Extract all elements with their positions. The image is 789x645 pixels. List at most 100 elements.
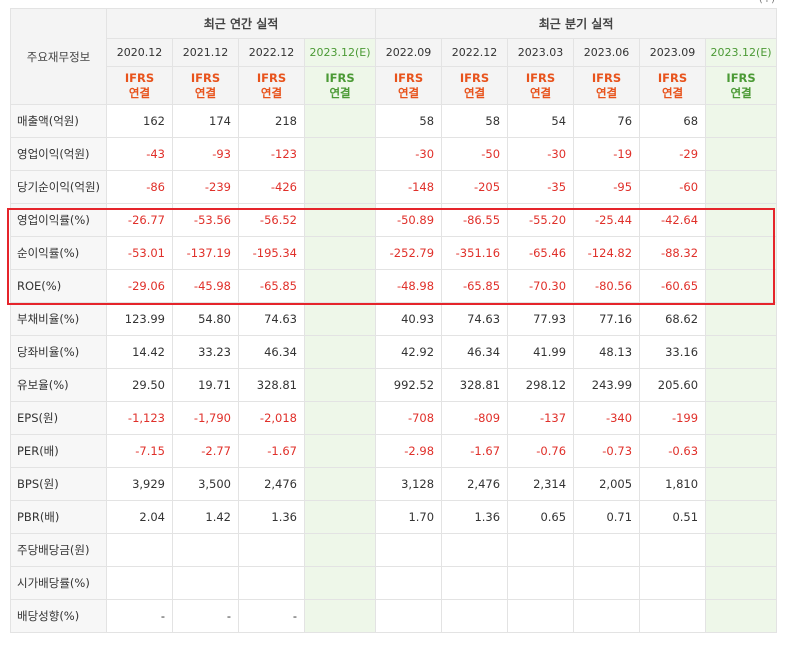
table-cell: 328.81 — [441, 368, 509, 402]
table-cell — [705, 137, 778, 171]
table-cell: -1,790 — [172, 401, 239, 435]
table-cell — [507, 533, 575, 567]
table-cell: 2,005 — [573, 467, 641, 501]
row-label: 주당배당금(원) — [10, 533, 107, 567]
table-cell: -2,018 — [238, 401, 305, 435]
table-cell: -65.85 — [441, 269, 509, 303]
table-cell: -60.65 — [639, 269, 707, 303]
table-cell: 58 — [375, 104, 443, 138]
table-cell — [303, 566, 377, 600]
table-cell: 3,929 — [106, 467, 173, 501]
accounting-basis-cell: IFRS 연결 — [172, 66, 239, 105]
table-cell — [441, 533, 509, 567]
table-cell — [303, 236, 377, 270]
table-cell: -53.01 — [106, 236, 173, 270]
consolidated-label: 연결 — [595, 85, 618, 100]
period-header: 2022.12 — [441, 38, 509, 67]
table-cell: 243.99 — [573, 368, 641, 402]
table-cell: -65.85 — [238, 269, 305, 303]
table-cell: -1,123 — [106, 401, 173, 435]
table-cell: -93 — [172, 137, 239, 171]
table-cell — [705, 236, 778, 270]
table-cell: 2,314 — [507, 467, 575, 501]
row-label: PER(배) — [10, 434, 107, 468]
ifrs-label: IFRS — [256, 70, 287, 85]
table-row: ROE(%) -29.06 -45.98 -65.85 -48.98 -65.85 -70.… — [10, 269, 778, 303]
row-label: 순이익률(%) — [10, 236, 107, 270]
table-cell — [303, 434, 377, 468]
table-cell: -123 — [238, 137, 305, 171]
consolidated-label: 연결 — [661, 85, 684, 100]
table-cell: -2.98 — [375, 434, 443, 468]
table-cell: 174 — [172, 104, 239, 138]
table-cell — [705, 203, 778, 237]
row-label: 당기순이익(억원) — [10, 170, 107, 204]
accounting-basis-cell: IFRS 연결 — [106, 66, 173, 105]
table-row: 당기순이익(억원) -86 -239 -426 -148 -205 -35 -95 -60 — [10, 170, 778, 204]
ifrs-label: IFRS — [459, 70, 490, 85]
ifrs-label: IFRS — [525, 70, 556, 85]
table-cell: -48.98 — [375, 269, 443, 303]
table-cell — [705, 566, 778, 600]
table-cell — [507, 599, 575, 633]
period-header: 2023.03 — [507, 38, 575, 67]
table-cell — [705, 368, 778, 402]
table-cell — [238, 566, 305, 600]
table-cell — [303, 335, 377, 369]
table-cell: -50 — [441, 137, 509, 171]
table-cell — [303, 533, 377, 567]
table-cell: -53.56 — [172, 203, 239, 237]
annual-results-header: 최근 연간 실적 — [105, 8, 377, 39]
table-cell: 74.63 — [238, 302, 305, 336]
table-cell: -239 — [172, 170, 239, 204]
table-cell: 0.51 — [639, 500, 707, 534]
table-cell: 0.65 — [507, 500, 575, 534]
table-cell: -0.63 — [639, 434, 707, 468]
table-cell: - — [106, 599, 173, 633]
table-body: 매출액(억원) 162 174 218 58 58 54 76 68 영업이익(억원) -43 -93… — [10, 104, 778, 633]
table-cell: -195.34 — [238, 236, 305, 270]
ifrs-label: IFRS — [591, 70, 622, 85]
table-row: PER(배) -7.15 -2.77 -1.67 -2.98 -1.67 -0.76 -0.7… — [10, 434, 778, 468]
table-cell: 1.42 — [172, 500, 239, 534]
table-cell: -86.55 — [441, 203, 509, 237]
table-cell: -30 — [375, 137, 443, 171]
table-row: PBR(배) 2.04 1.42 1.36 1.70 1.36 0.65 0.71 0.51 — [10, 500, 778, 534]
consolidated-label: 연결 — [529, 85, 552, 100]
table-cell: -1.67 — [441, 434, 509, 468]
table-cell: 46.34 — [238, 335, 305, 369]
table-cell: -351.16 — [441, 236, 509, 270]
row-label: 배당성향(%) — [10, 599, 107, 633]
table-cell — [303, 269, 377, 303]
consolidated-label: 연결 — [194, 85, 217, 100]
period-header: 2021.12 — [172, 38, 239, 67]
table-cell: 68 — [639, 104, 707, 138]
table-cell: 3,500 — [172, 467, 239, 501]
table-cell: -124.82 — [573, 236, 641, 270]
table-cell: 1.36 — [238, 500, 305, 534]
period-header: 2022.09 — [375, 38, 443, 67]
table-cell — [639, 599, 707, 633]
table-cell: 54.80 — [172, 302, 239, 336]
accounting-basis-cell: IFRS 연결 — [705, 66, 778, 105]
table-cell — [573, 599, 641, 633]
table-cell: 1,810 — [639, 467, 707, 501]
table-cell: 41.99 — [507, 335, 575, 369]
table-cell: -95 — [573, 170, 641, 204]
table-cell: -88.32 — [639, 236, 707, 270]
table-row: 순이익률(%) -53.01 -137.19 -195.34 -252.79 -351.1… — [10, 236, 778, 270]
table-cell — [705, 170, 778, 204]
row-label: BPS(원) — [10, 467, 107, 501]
table-cell — [705, 302, 778, 336]
ifrs-label: IFRS — [325, 70, 355, 85]
table-cell — [303, 500, 377, 534]
row-label: 부채비율(%) — [10, 302, 107, 336]
table-cell: -60 — [639, 170, 707, 204]
consolidated-label: 연결 — [128, 85, 151, 100]
consolidated-label: 연결 — [329, 85, 351, 100]
table-cell — [303, 137, 377, 171]
table-cell: 29.50 — [106, 368, 173, 402]
table-cell — [705, 434, 778, 468]
table-cell: -86 — [106, 170, 173, 204]
table-cell: 19.71 — [172, 368, 239, 402]
